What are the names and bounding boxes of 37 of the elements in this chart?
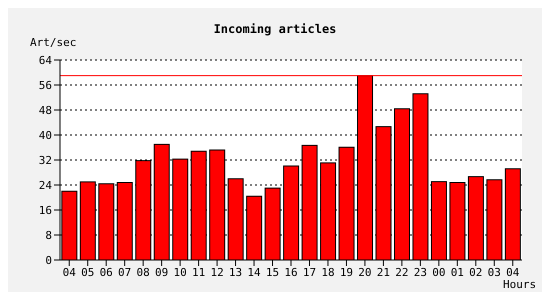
x-tick-label: 05 — [81, 266, 94, 279]
y-tick-label: 40 — [38, 128, 52, 142]
y-tick-label: 48 — [38, 104, 52, 117]
y-tick-label: 24 — [38, 178, 52, 192]
x-tick-label: 06 — [100, 266, 113, 279]
x-tick-label: 03 — [488, 266, 501, 279]
x-axis-title: Hours — [503, 278, 536, 291]
x-tick-label: 02 — [469, 266, 482, 279]
x-tick-label: 14 — [247, 266, 262, 279]
x-tick-label: 10 — [173, 266, 187, 279]
x-tick-label: 04 — [62, 266, 76, 279]
y-tick-label: 0 — [45, 254, 52, 267]
x-tick-label: 08 — [136, 266, 150, 279]
y-tick-label: 32 — [38, 154, 52, 167]
x-tick-label: 07 — [118, 266, 132, 279]
x-tick-label: 09 — [155, 266, 168, 279]
x-tick-label: 20 — [358, 266, 372, 279]
x-tick-label: 00 — [432, 266, 446, 279]
x-tick-label: 23 — [414, 266, 427, 279]
x-tick-label: 22 — [395, 266, 409, 279]
chart-title: Incoming articles — [212, 22, 338, 36]
y-tick-label: 64 — [38, 54, 52, 67]
x-tick-label: 16 — [284, 266, 298, 279]
x-tick-label: 13 — [228, 266, 242, 279]
y-tick-label: 16 — [38, 204, 52, 217]
x-tick-label: 21 — [376, 266, 390, 279]
x-tick-label: 18 — [321, 266, 335, 279]
y-tick-label: 56 — [38, 78, 52, 92]
x-tick-label: 17 — [302, 266, 316, 279]
x-tick-label: 19 — [340, 266, 354, 279]
x-tick-label: 01 — [450, 266, 464, 279]
x-tick-label: 12 — [210, 266, 224, 279]
y-tick-label: 8 — [45, 228, 52, 242]
y-axis-title: Art/sec — [30, 36, 76, 49]
x-tick-label: 15 — [266, 266, 280, 279]
x-tick-label: 04 — [506, 266, 520, 279]
x-tick-label: 11 — [192, 266, 206, 279]
